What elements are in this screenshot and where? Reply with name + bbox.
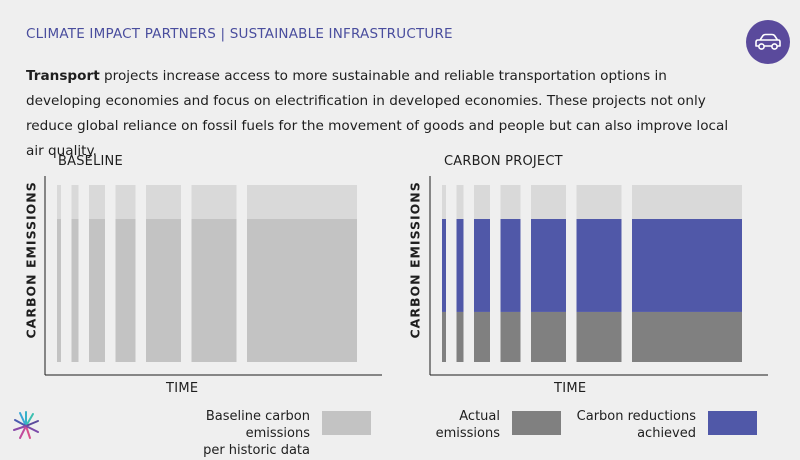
legend-baseline-label: Baseline carbon emissions per historic d… <box>138 408 310 459</box>
legend-actual-swatch <box>512 411 561 435</box>
reduction-bar <box>576 219 622 312</box>
actual-emissions-bar <box>474 311 490 362</box>
car-icon <box>755 33 781 50</box>
bar-ceiling <box>576 185 622 219</box>
bar-ceiling <box>89 185 105 219</box>
intro-body: projects increase access to more sustain… <box>26 68 729 159</box>
baseline-bar <box>191 219 237 362</box>
bar-ceiling <box>500 185 521 219</box>
bar-ceiling <box>531 185 566 219</box>
bar-ceiling <box>57 185 61 219</box>
legend-actual-line1: Actual <box>459 409 500 424</box>
legend-reduction-line2: achieved <box>637 426 696 441</box>
bar-ceiling <box>71 185 79 219</box>
project-panel-title: CARBON PROJECT <box>444 154 563 169</box>
bar-ceiling <box>146 185 181 219</box>
actual-emissions-bar <box>531 311 566 362</box>
legend-baseline-swatch <box>322 411 371 435</box>
reduction-bar <box>531 219 566 312</box>
reduction-bar <box>500 219 521 312</box>
baseline-panel-title: BASELINE <box>58 154 123 169</box>
baseline-bar <box>57 219 61 362</box>
legend-reduction-label: Carbon reductions achieved <box>560 408 696 442</box>
baseline-bar <box>71 219 79 362</box>
company-logo-icon <box>13 411 39 439</box>
reduction-bar <box>442 219 446 312</box>
project-x-axis-label: TIME <box>554 381 587 396</box>
actual-emissions-bar <box>632 311 742 362</box>
legend-reduction-swatch <box>708 411 757 435</box>
baseline-bar <box>115 219 136 362</box>
header-title: CLIMATE IMPACT PARTNERS | SUSTAINABLE IN… <box>26 26 453 42</box>
bar-ceiling <box>474 185 490 219</box>
bar-ceiling <box>191 185 237 219</box>
reduction-bar <box>632 219 742 312</box>
bar-ceiling <box>456 185 464 219</box>
bar-ceiling <box>632 185 742 219</box>
baseline-bar <box>89 219 105 362</box>
legend-baseline-line1: Baseline carbon emissions <box>205 409 310 441</box>
actual-emissions-bar <box>500 311 521 362</box>
project-chart <box>429 176 768 376</box>
reduction-bar <box>456 219 464 312</box>
baseline-bar <box>247 219 357 362</box>
legend-actual-label: Actual emissions <box>420 408 500 442</box>
baseline-chart <box>44 176 382 376</box>
bar-ceiling <box>442 185 446 219</box>
legend-baseline-line2: per historic data <box>203 443 310 458</box>
baseline-bar <box>146 219 181 362</box>
legend-actual-line2: emissions <box>435 426 500 441</box>
bar-ceiling <box>247 185 357 219</box>
actual-emissions-bar <box>456 311 464 362</box>
actual-emissions-bar <box>576 311 622 362</box>
legend-reduction-line1: Carbon reductions <box>576 409 696 424</box>
intro-lead: Transport <box>26 68 100 84</box>
bar-ceiling <box>115 185 136 219</box>
baseline-x-axis-label: TIME <box>166 381 199 396</box>
reduction-bar <box>474 219 490 312</box>
car-badge <box>746 20 790 64</box>
actual-emissions-bar <box>442 311 446 362</box>
intro-paragraph: Transport projects increase access to mo… <box>26 64 746 164</box>
